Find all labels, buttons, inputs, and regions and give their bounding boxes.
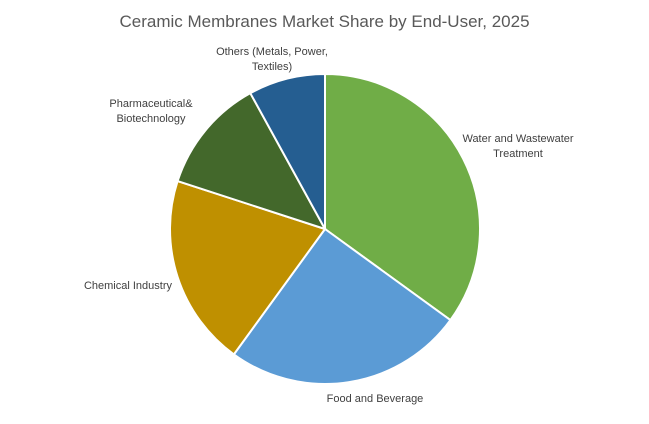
chart-title: Ceramic Membranes Market Share by End-Us…: [119, 12, 530, 31]
pie-slices: [169, 72, 481, 385]
pie-labels: Water and Wastewater Treatment Food and Be…: [84, 46, 574, 405]
slice-label: Food and Beverage: [327, 393, 424, 405]
slice-label: Chemical Industry: [84, 280, 173, 292]
slice-label: Others (Metals, Power, Textiles): [216, 46, 328, 73]
pie-slice-food-and-beverage: [232, 227, 452, 385]
pie-slice-water-and-wastewater-treatment: [324, 72, 481, 322]
slice-label: Water and Wastewater Treatment: [462, 133, 573, 160]
pie-slice-chemical-industry: [169, 179, 327, 356]
pie-slice-others-metals-power-textiles: [248, 72, 326, 230]
slice-label: Pharmaceutical& Biotechnology: [109, 98, 193, 125]
pie-slice-pharmaceutical-biotechnology: [176, 91, 328, 231]
